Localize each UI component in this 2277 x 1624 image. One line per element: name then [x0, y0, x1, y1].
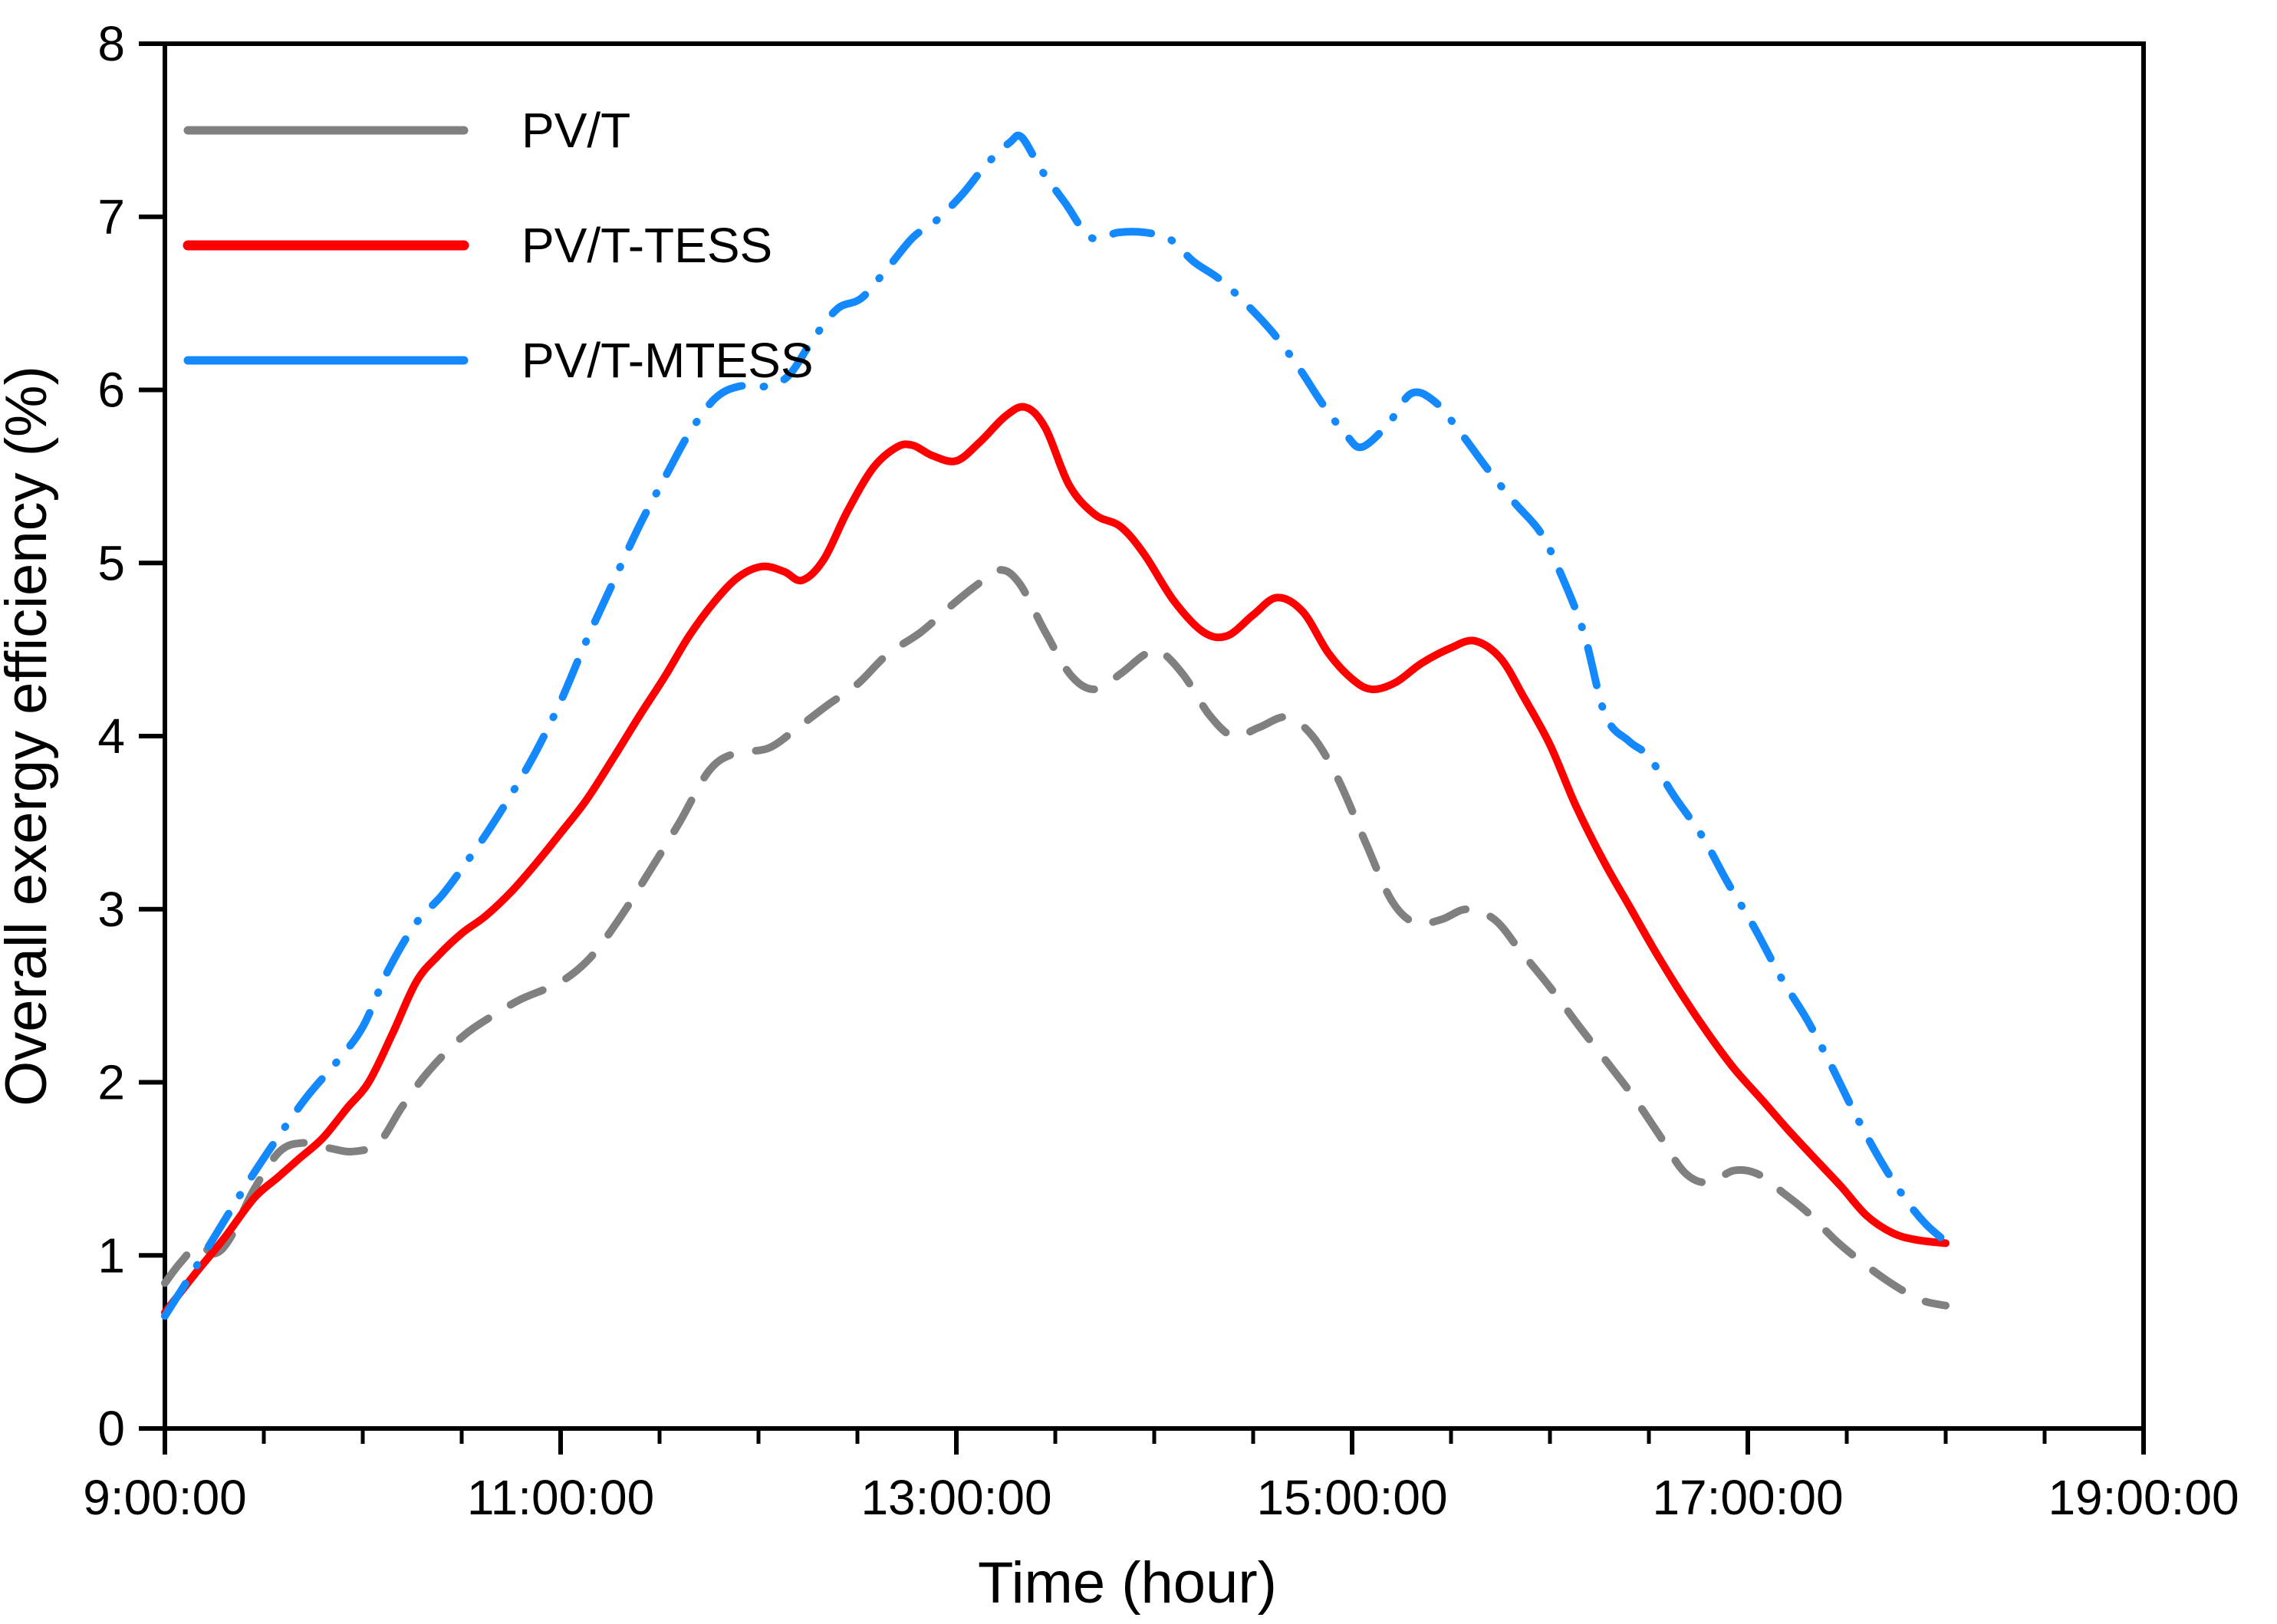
y-tick-label: 3: [97, 882, 125, 937]
y-tick-label: 6: [97, 363, 125, 418]
legend: PV/T PV/T-TESS PV/T-MTESS: [183, 103, 814, 388]
y-tick-label: 5: [97, 535, 125, 590]
series-group: [161, 131, 1950, 1320]
y-tick-label: 0: [97, 1401, 125, 1456]
legend-entry-pvt-mtess: PV/T-MTESS: [183, 333, 814, 388]
legend-label-pvt-tess: PV/T-TESS: [522, 218, 772, 273]
y-tick-label: 7: [97, 189, 125, 245]
x-axis-ticks: [163, 1428, 2146, 1455]
legend-entry-pvt-tess: PV/T-TESS: [183, 218, 772, 273]
x-tick-label: 17:00:00: [1652, 1470, 1843, 1525]
legend-entry-pvt: PV/T: [183, 103, 630, 158]
y-tick-label: 4: [97, 708, 125, 764]
x-tick-label: 9:00:00: [83, 1470, 247, 1525]
y-tick-label: 8: [97, 16, 125, 71]
legend-label-pvt: PV/T: [522, 103, 630, 158]
y-tick-label: 2: [97, 1055, 125, 1110]
x-tick-label: 13:00:00: [860, 1470, 1051, 1525]
x-tick-label: 19:00:00: [2048, 1470, 2239, 1525]
x-axis-title: Time (hour): [978, 1550, 1277, 1616]
series-pvt-mtess-line: [161, 131, 1950, 1320]
series-pvt-line: [161, 566, 1950, 1310]
y-axis-ticks: [139, 41, 165, 1431]
plot-area: [163, 41, 2146, 1431]
x-tick-label: 11:00:00: [467, 1470, 654, 1525]
y-tick-label: 1: [97, 1228, 125, 1283]
legend-label-pvt-mtess: PV/T-MTESS: [522, 333, 814, 388]
x-tick-label: 15:00:00: [1256, 1470, 1447, 1525]
y-axis-tick-labels: 0 1 2 3 4 5 6 7 8: [97, 16, 125, 1456]
series-pvt-tess-line: [161, 403, 1950, 1317]
x-axis-tick-labels: 9:00:00 11:00:00 13:00:00 15:00:00 17:00:00 1…: [83, 1470, 2239, 1525]
y-axis-title: Overall exergy efficiency (%): [0, 366, 59, 1106]
